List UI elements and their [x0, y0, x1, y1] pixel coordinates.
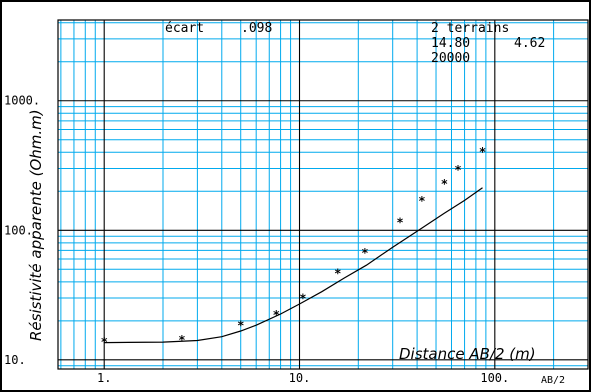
data-point: * — [238, 319, 245, 333]
data-point: * — [397, 215, 404, 229]
y-tick-label: 100. — [4, 223, 33, 237]
y-axis-label: Résistivité apparente (Ohm.m) — [27, 109, 45, 341]
rho1-value: 14.80 — [431, 36, 470, 51]
data-point: * — [419, 194, 426, 208]
rho2-value: 20000 — [431, 51, 470, 66]
x-tick-label: 100. — [480, 371, 509, 385]
data-point: * — [455, 163, 462, 177]
x-tick-labels: 1.10.100.1000. — [97, 371, 509, 385]
plot-frame — [57, 19, 589, 370]
ecart-label: écart — [165, 21, 204, 36]
data-point: * — [362, 246, 369, 260]
minor-grid — [58, 20, 589, 369]
y-tick-label: 1000. — [4, 94, 40, 108]
data-point: * — [101, 335, 108, 349]
x-tick-label: 1. — [97, 371, 111, 385]
data-point: * — [441, 177, 448, 191]
data-point: * — [179, 333, 186, 347]
y-tick-labels: 10. 100. 1000. — [4, 94, 40, 367]
ecart-value: .098 — [241, 21, 272, 36]
x-tick-label: 10. — [289, 371, 311, 385]
thickness1-value: 4.62 — [514, 36, 545, 51]
data-point: * — [479, 145, 486, 159]
fitted-curve — [104, 187, 483, 344]
y-tick-label: 10. — [4, 353, 26, 367]
data-point: * — [300, 291, 307, 305]
model-title: 2 terrains — [431, 21, 509, 36]
major-grid — [58, 20, 588, 369]
data-point: * — [335, 266, 342, 280]
x-axis-label: Distance AB/2 (m) — [399, 345, 536, 363]
x-axis-tag: AB/2 — [541, 375, 565, 386]
series-layer: * *********** — [101, 145, 486, 349]
